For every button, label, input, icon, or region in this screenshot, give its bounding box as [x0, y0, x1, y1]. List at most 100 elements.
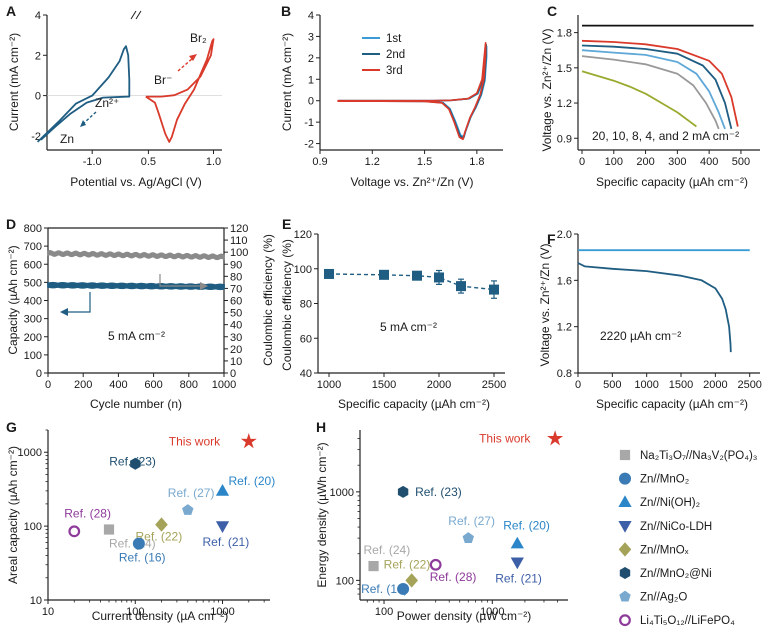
y2-tick-label: 0: [230, 368, 236, 380]
y2-tick-label: 70: [230, 283, 242, 295]
point-label: Ref. (21): [203, 535, 250, 549]
x-axis-label: Power density (µW cm⁻²): [397, 609, 532, 623]
y-tick-label: -2: [304, 139, 314, 151]
y2-tick-label: 120: [230, 223, 248, 235]
cv-scan-1st: [338, 45, 488, 138]
rate-annotation: 5 mA cm⁻²: [108, 329, 165, 343]
x-tick-label: 2500: [737, 379, 761, 391]
panel-label: E: [282, 216, 291, 232]
data-point: [397, 485, 409, 498]
panel-b: -2 -1 0 1 2 3 4 0.9 1.2 1.5 1.8 1st 2nd 3rd Current (m…: [280, 3, 503, 189]
panel-label: F: [547, 231, 556, 247]
x-axis-label: Specific capacity (µAh cm⁻²): [596, 397, 748, 411]
data-point: [130, 457, 141, 470]
x-axis-label: Specific capacity (µAh cm⁻²): [338, 397, 490, 411]
legend-label: 2nd: [386, 49, 405, 61]
y-tick-label: 0: [308, 96, 314, 108]
arrow-br: [177, 57, 194, 72]
data-point: [368, 560, 379, 572]
y-tick-label: 1.6: [557, 275, 572, 287]
point-label: Ref. (16): [119, 551, 166, 565]
ce-point: [412, 270, 422, 281]
x-tick-label: 400: [700, 156, 718, 168]
capacity-point: [223, 284, 225, 290]
panel-label: C: [547, 3, 557, 19]
panel-h: 100 1000 100 1000 This work Ref. (23) Ref. (27…: [315, 419, 568, 623]
x-tick-label: 1000: [634, 379, 658, 391]
x-tick-label: 500: [732, 156, 750, 168]
data-point: [547, 430, 564, 446]
annotation-zn2: Zn²⁺: [95, 96, 119, 110]
arrow-head: [60, 308, 68, 316]
y2-tick-label: 100: [230, 247, 248, 259]
discharge-curve: [581, 39, 739, 127]
y-axis-label: Areal capacity (µAh cm⁻²): [6, 446, 20, 584]
panel-a: -2 0 2 4 -1.0 0.5 1.0 Zn²⁺ Zn Br⁻ Br₂ Current (mA c…: [6, 3, 222, 189]
legend-marker: [619, 567, 631, 579]
x-tick-label: 1000: [317, 379, 341, 391]
ce-point: [456, 281, 466, 292]
y-tick-label: 1000: [18, 447, 42, 459]
panel-e: 40 60 80 100 120 1000 1500 2000 2500 5 mA cm⁻² Cou…: [280, 216, 506, 411]
x-axis-label: Voltage vs. Zn²⁺/Zn (V): [350, 175, 473, 189]
ce-arrow: [159, 274, 202, 287]
point-label: Ref. (20): [229, 474, 276, 488]
y2-tick-label: 60: [230, 296, 242, 308]
x-tick-label: 1.2: [365, 156, 380, 168]
panel-label: H: [316, 419, 326, 435]
y-tick-label: -1: [304, 117, 314, 129]
y2-tick-label: 90: [230, 259, 242, 271]
x-tick-label: 1000: [210, 606, 234, 618]
x-tick-label: 1.5: [417, 156, 432, 168]
y2-tick-label: 20: [230, 344, 242, 356]
point-label: Ref. (28): [64, 506, 111, 520]
annotation-br-minus: Br⁻: [154, 73, 172, 87]
discharge-curve: [581, 70, 697, 128]
y-tick-label: 80: [300, 299, 312, 311]
point-label: Ref. (22): [136, 530, 183, 544]
legend-label: 3rd: [386, 65, 403, 77]
legend-marker: [619, 590, 631, 602]
y-tick-label: 0.9: [557, 133, 572, 145]
rate-annotation: 20, 10, 8, 4, and 2 mA cm⁻²: [592, 129, 739, 143]
x-tick-label: 100: [126, 606, 144, 618]
legend-marker: [618, 542, 632, 557]
data-point: [215, 521, 230, 533]
panel-label: G: [6, 419, 17, 435]
cv-curve: [36, 45, 131, 143]
x-tick-label: 1000: [480, 606, 504, 618]
point-label: Ref. (24): [364, 543, 411, 557]
y-tick-label: 0: [36, 368, 42, 380]
legend-label: Zn//MnOₓ: [640, 544, 689, 556]
legend-label: Zn//Ag₂O: [640, 592, 687, 604]
y-tick-label: 1000: [330, 487, 354, 499]
y-axis-label: Coulombic efficiency (%): [261, 234, 275, 366]
x-tick-label: 0: [575, 379, 581, 391]
point-label: Ref. (20): [503, 519, 550, 533]
y-tick-label: 500: [24, 277, 42, 289]
legend-label: Zn//MnO₂: [640, 474, 689, 486]
panel-label: A: [6, 3, 16, 19]
y-tick-label: 100: [336, 575, 354, 587]
data-point: [68, 525, 81, 538]
y-tick-label: 1.2: [557, 98, 572, 110]
y-tick-label: 1.5: [557, 63, 572, 75]
discharge-curve: [581, 49, 726, 130]
data-point: [397, 582, 410, 595]
data-point: [182, 504, 194, 515]
legend-label: Zn//NiCo-LDH: [640, 521, 712, 533]
x-tick-label: 2000: [703, 379, 727, 391]
y-tick-label: 400: [24, 296, 42, 308]
legend-label: Li₄Ti₅O₁₂//LiFePO₄: [640, 615, 735, 627]
x-tick-label: 200: [636, 156, 654, 168]
x-tick-label: 500: [603, 379, 621, 391]
rate-annotation: 5 mA cm⁻²: [380, 320, 437, 334]
y-tick-label: 100: [24, 350, 42, 362]
x-tick-label: 1.8: [469, 156, 484, 168]
discharge-curve: [581, 44, 733, 130]
point-label: Ref. (27): [168, 486, 215, 500]
arrow-head: [200, 282, 208, 290]
cv-scan-3rd: [337, 42, 487, 141]
